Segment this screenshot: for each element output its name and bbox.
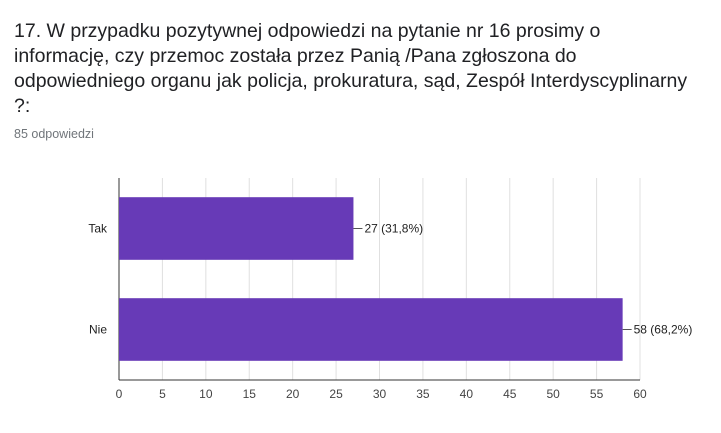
category-label: Tak: [88, 222, 108, 236]
bar-nie: [119, 298, 623, 361]
bar-tak: [119, 197, 354, 260]
x-tick-label: 45: [503, 387, 517, 401]
x-tick-label: 35: [416, 387, 430, 401]
x-tick-label: 0: [116, 387, 123, 401]
data-label: 58 (68,2%): [634, 323, 693, 337]
x-tick-label: 30: [373, 387, 387, 401]
question-title-line-2: informację, czy przemoc została przez Pa…: [14, 45, 577, 67]
x-tick-label: 15: [243, 387, 257, 401]
x-tick-label: 5: [159, 387, 166, 401]
question-title-line-1: 17. W przypadku pozytywnej odpowiedzi na…: [14, 20, 601, 42]
x-tick-label: 20: [286, 387, 300, 401]
question-title-line-4: ?:: [14, 95, 31, 117]
data-label: 27 (31,8%): [364, 222, 423, 236]
question-title: 17. W przypadku pozytywnej odpowiedzi na…: [14, 19, 714, 119]
x-tick-label: 25: [329, 387, 343, 401]
x-tick-label: 10: [199, 387, 213, 401]
x-tick-label: 50: [546, 387, 560, 401]
response-count: 85 odpowiedzi: [14, 127, 94, 141]
x-tick-label: 60: [633, 387, 647, 401]
x-tick-label: 40: [460, 387, 474, 401]
category-label: Nie: [89, 323, 107, 337]
question-title-line-3: odpowiedniego organu jak policja, prokur…: [14, 70, 688, 92]
x-tick-label: 55: [590, 387, 604, 401]
